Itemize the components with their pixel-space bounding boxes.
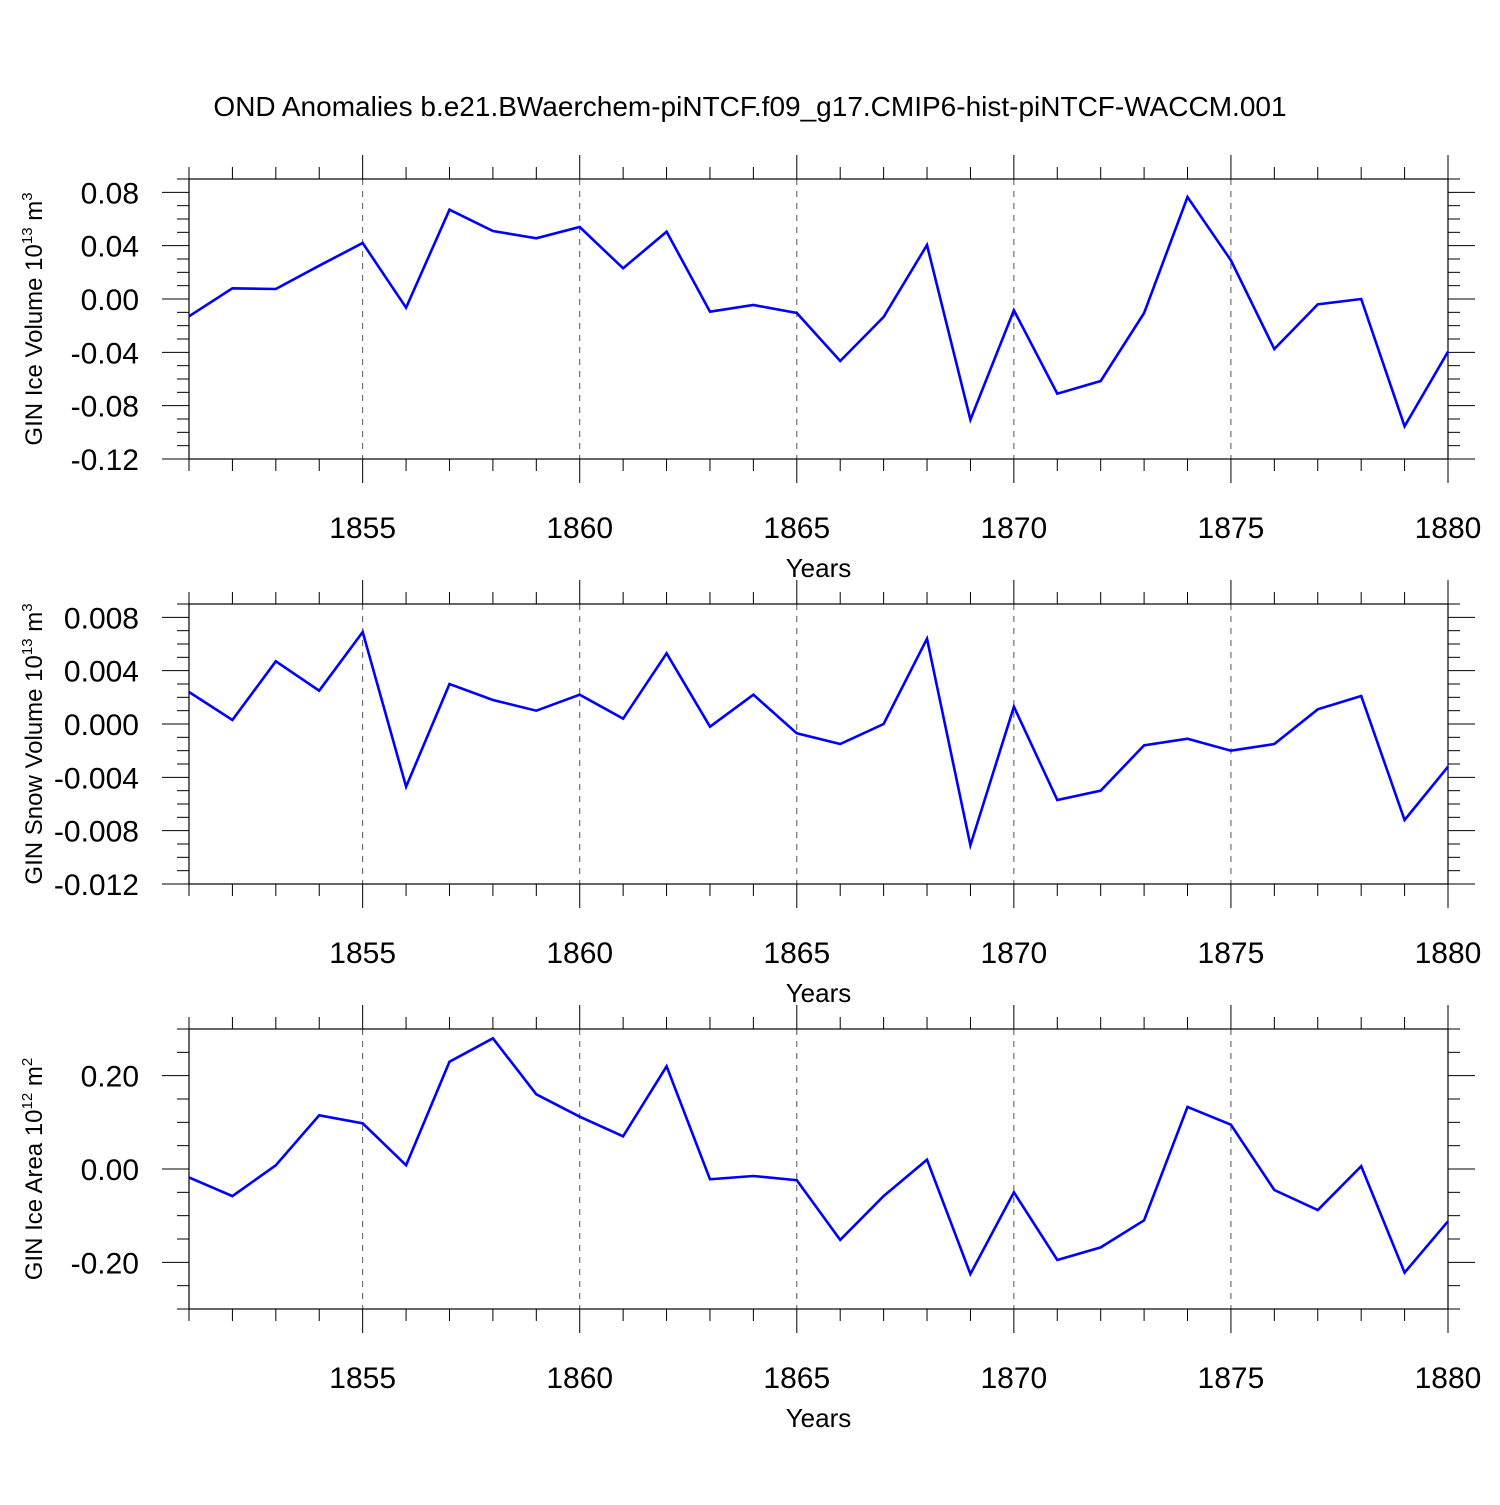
- y-tick-label: -0.04: [71, 337, 139, 370]
- x-tick-label: 1860: [546, 937, 613, 970]
- x-tick-label: 1860: [546, 1362, 613, 1395]
- x-tick-label: 1875: [1198, 1362, 1265, 1395]
- y-axis-label-text: GIN Ice Area 10: [21, 1109, 48, 1280]
- y-axis-label-exponent: 12: [19, 1093, 36, 1110]
- x-tick-label: 1865: [763, 937, 830, 970]
- y-axis-label: GIN Ice Volume 1013 m3: [19, 192, 48, 445]
- y-tick-label: -0.12: [71, 444, 139, 477]
- x-tick-label: 1880: [1415, 1362, 1482, 1395]
- chart-panel-1: 0.08 0.04 0.00 -0.04 -0.08 -0.12 1855 1860 1865 1…: [19, 155, 1481, 583]
- series-line: [188, 1036, 1449, 1278]
- y-tick-label: -0.08: [71, 391, 139, 424]
- x-tick-label: 1880: [1415, 937, 1482, 970]
- y-tick-label: 0.08: [81, 177, 139, 210]
- x-tick-label: 1880: [1415, 512, 1482, 545]
- x-tick-label: 1855: [329, 1362, 396, 1395]
- chart-panel-2: 0.008 0.004 0.000 -0.004 -0.008 -0.012 1855 186…: [19, 580, 1481, 1008]
- x-tick-label: 1870: [980, 512, 1047, 545]
- y-tick-label: 0.004: [64, 656, 139, 689]
- y-axis-label-text: GIN Snow Volume 10: [21, 655, 48, 884]
- x-tick-label: 1865: [763, 1362, 830, 1395]
- y-tick-label: -0.004: [54, 762, 139, 795]
- x-tick-label: 1870: [980, 1362, 1047, 1395]
- x-tick-label: 1875: [1198, 937, 1265, 970]
- y-axis-label-unit-exponent: 2: [19, 1058, 36, 1066]
- plot-frame: [188, 178, 1449, 460]
- y-axis-label-exponent: 13: [19, 638, 36, 655]
- x-tick-label: 1870: [980, 937, 1047, 970]
- y-axis-label-exponent: 13: [19, 227, 36, 244]
- y-tick-label: 0.04: [81, 231, 139, 264]
- y-tick-label: 0.20: [81, 1061, 139, 1094]
- y-axis-label-unit: m: [21, 612, 48, 639]
- x-tick-label: 1875: [1198, 512, 1265, 545]
- x-axis-label: Years: [786, 978, 852, 1008]
- chart-title: OND Anomalies b.e21.BWaerchem-piNTCF.f09…: [213, 91, 1286, 122]
- y-axis-label: GIN Snow Volume 1013 m3: [19, 603, 48, 884]
- y-axis-label-unit-exponent: 3: [19, 603, 36, 611]
- y-tick-label: 0.00: [81, 1154, 139, 1187]
- x-tick-label: 1855: [329, 937, 396, 970]
- y-tick-label: 0.00: [81, 284, 139, 317]
- x-tick-label: 1855: [329, 512, 396, 545]
- y-tick-label: -0.012: [54, 869, 139, 902]
- y-axis-label-text: GIN Ice Volume 10: [21, 244, 48, 445]
- y-axis-label-unit: m: [21, 1066, 48, 1093]
- x-tick-label: 1865: [763, 512, 830, 545]
- y-axis-label: GIN Ice Area 1012 m2: [19, 1058, 48, 1280]
- series-line: [188, 194, 1450, 430]
- x-axis-label: Years: [786, 553, 852, 583]
- y-axis-label-unit-exponent: 3: [19, 192, 36, 200]
- y-axis-label-unit: m: [21, 201, 48, 228]
- x-axis-label: Years: [786, 1403, 852, 1433]
- y-tick-label: 0.008: [64, 602, 139, 635]
- chart-panel-3: 0.20 0.00 -0.20 1855 1860 1865 1870 1875 1880 Yea…: [19, 1005, 1481, 1433]
- chart-panels: 0.08 0.04 0.00 -0.04 -0.08 -0.12 1855 1860 1865 1…: [19, 155, 1481, 1433]
- series-line: [188, 629, 1450, 851]
- plot-frame: [188, 603, 1449, 885]
- y-tick-label: -0.008: [54, 816, 139, 849]
- y-tick-label: 0.000: [64, 709, 139, 742]
- x-tick-label: 1860: [546, 512, 613, 545]
- y-tick-label: -0.20: [71, 1247, 139, 1280]
